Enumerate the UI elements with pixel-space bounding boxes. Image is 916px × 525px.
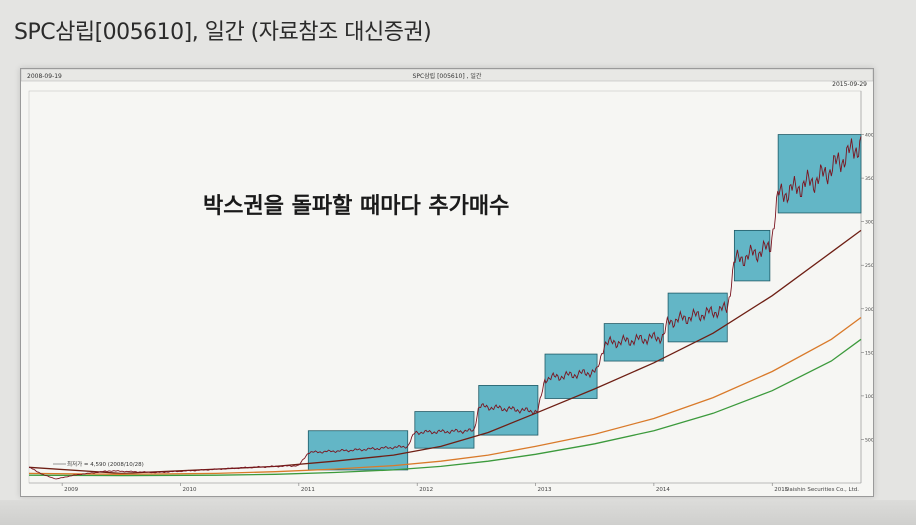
x-tick-label: 2012 — [419, 487, 433, 493]
breakout-box-3 — [478, 385, 539, 436]
vendor-label: Daishin Securities Co., Ltd. — [785, 487, 859, 493]
x-tick-label: 2015 — [774, 487, 788, 493]
y-tick-label: 50000 — [865, 437, 873, 443]
y-axis-ticks: 400000 350000 300000 250000 200000 150000 1000… — [861, 133, 873, 443]
end-date-label: 2015-09-29 — [832, 81, 867, 88]
ma-long-line — [28, 338, 862, 477]
x-tick-label: 2009 — [64, 487, 78, 493]
price-line — [28, 136, 862, 480]
y-tick-label: 150000 — [865, 350, 873, 356]
price-line-group — [28, 136, 862, 480]
x-tick-label: 2013 — [538, 487, 552, 493]
breakout-box-6 — [667, 292, 728, 343]
y-tick-label: 200000 — [865, 307, 873, 313]
y-tick-label: 350000 — [865, 176, 873, 182]
chart-header-bar — [21, 69, 873, 82]
x-tick-label: 2010 — [182, 487, 196, 493]
breakout-boxes — [307, 134, 862, 471]
page-background-strip — [0, 500, 916, 525]
y-tick-label: 400000 — [865, 133, 873, 139]
x-axis-ticks: 2009 2010 2011 2012 2013 2014 2015 — [61, 483, 789, 493]
breakout-box-5 — [603, 323, 664, 362]
page-title: SPC삼립[005610], 일간 (자료참조 대신증권) — [14, 20, 432, 45]
breakout-box-1 — [307, 430, 409, 471]
x-tick-label: 2011 — [301, 487, 315, 493]
x-tick-label: 2014 — [656, 487, 670, 493]
breakout-annotation: 박스권을 돌파할 때마다 추가매수 — [203, 194, 509, 219]
y-tick-label: 300000 — [865, 220, 873, 226]
breakout-box-7 — [733, 229, 771, 282]
chart-frame: 2008-09-19 SPC삼립 [005610] , 일간 2015-09-2… — [20, 68, 874, 497]
breakout-box-2 — [414, 411, 475, 449]
y-tick-label: 250000 — [865, 263, 873, 269]
start-date-label: 2008-09-19 — [27, 73, 62, 80]
y-tick-label: 100000 — [865, 394, 873, 400]
price-chart: 2008-09-19 SPC삼립 [005610] , 일간 2015-09-2… — [21, 69, 873, 493]
ma-mid-line — [28, 316, 862, 475]
chart-title: SPC삼립 [005610] , 일간 — [413, 72, 482, 80]
low-price-label: 최저가 = 4,590 (2008/10/28) — [67, 460, 144, 468]
